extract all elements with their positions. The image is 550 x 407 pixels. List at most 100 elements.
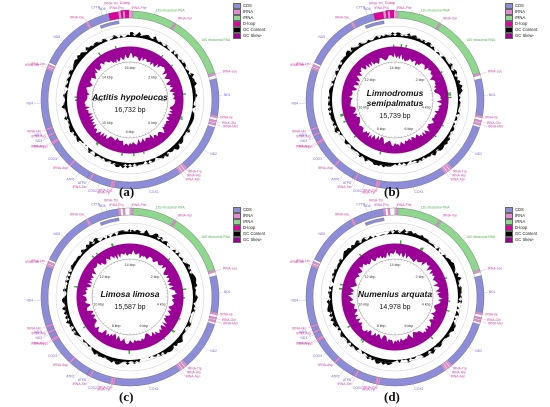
legend-item: GC Skew- [233,33,265,39]
legend-swatch [505,237,513,243]
cds-label: ND4 [26,298,33,302]
trna-label: tRNA-His [27,327,41,331]
trna-feature [375,376,380,385]
gc-skew-plus [420,247,424,251]
legend-item: GC Content [505,231,537,237]
trna-label: tRNA-Ser [25,63,40,67]
kbp-tick-label: 12 kbp [93,98,104,102]
panel-label: (d) [384,389,400,404]
trna-feature [210,114,218,119]
cds-label: ND5 [319,35,326,39]
kbp-tick-label: 14 kbp [390,263,401,267]
trna-label: tRNA-Leu [296,259,311,263]
trna-label: tRNA-Pro [109,6,123,10]
scale-tick [160,275,162,277]
legend: CDS tRNA rRNA D-loop GC Content GC Skew- [505,3,537,39]
scale-tick [375,328,377,330]
gc-skew-plus [340,113,344,116]
scale-tick [154,73,157,76]
trna-feature [387,11,391,19]
scale-tick [148,67,150,69]
cds-label: ATP8 [343,378,351,382]
trna-label: tRNA-Ser [73,382,88,386]
scale-tick [419,321,422,324]
gc-skew-plus [448,96,452,99]
legend-label: tRNA [515,9,526,14]
trna-label: tRNA-Arg [297,135,311,139]
trna-label: tRNA-Glu [335,15,349,19]
scale-tick [419,124,422,127]
legend: CDS tRNA rRNA D-loop GC Content GC Skew- [233,207,265,243]
scale-tick [410,65,412,67]
legend-item: GC Content [233,27,265,33]
kbp-tick-label: 10 kbp [358,302,369,306]
cds-feature [305,69,319,130]
trna-label: tRNA-Leu [488,70,503,74]
trna-label: tRNA-Asn [451,177,466,181]
trna-feature [311,66,319,72]
legend: CDS tRNA rRNA D-loop GC Content GC Skew- [505,207,537,243]
cds-label: COX2 [353,386,362,390]
trna-label: tRNA-Trp [188,169,202,173]
trna-label: tRNA-Ile [220,313,233,317]
trna-label: tRNA-His [292,327,306,331]
legend-label: GC Skew- [515,33,535,38]
cds-label: ATP6 [66,177,74,181]
trna-label: tRNA-Pro [374,6,388,10]
cds-label: ND2 [475,152,482,156]
cds-label: COX3 [48,354,57,358]
cds-feature [90,370,112,384]
trna-label: tRNA-Phe [397,6,412,10]
scale-tick [100,123,102,125]
scale-tick [419,73,422,76]
scale-tick [105,128,107,130]
trna-label: tRNA-Glu [70,15,84,19]
scale-tick [373,327,375,329]
trna-feature [441,166,448,174]
trna-feature [122,11,126,19]
kbp-tick-label: 12 kbp [365,78,376,82]
trna-feature [475,311,483,316]
scale-tick [145,330,147,332]
trna-label: tRNA-Ser [290,63,305,67]
scale-tick [373,68,375,70]
legend-label: CDS [515,207,524,212]
trna-label: tRNA-Cys [98,385,113,389]
cds-feature [49,219,90,263]
trna-feature [117,11,122,19]
scale-tick [97,80,99,82]
trna-label: tRNA-Thr [104,199,119,203]
legend-swatch [505,219,513,225]
trna-label: tRNA-Val [178,17,192,21]
gc-skew-plus [180,116,183,119]
scale-tick [370,267,372,269]
cds-feature [88,208,119,225]
cds-feature [474,78,485,116]
trna-label: tRNA-Arg [32,135,46,139]
gc-skew-plus [419,247,423,251]
scale-tick [108,265,110,267]
trna-label: tRNA-Glu [335,212,349,216]
scale-tick [145,262,147,264]
scale-tick [413,131,415,133]
trna-label: tRNA-Thr [369,199,384,203]
trna-feature [47,131,56,137]
legend-item: GC Skew- [505,237,537,243]
trna-feature [445,162,452,170]
legend-item: CDS [505,3,537,9]
trna-label: tRNA-Cys [363,188,378,192]
trna-label: tRNA-Thr [369,2,384,6]
cds-feature [305,266,319,327]
trna-label: tRNA-Thr [104,2,119,6]
scale-tick [105,70,107,72]
cds-feature [447,125,480,169]
cds-feature [355,370,377,384]
trna-label: tRNA-Gln [222,318,236,322]
scale-tick [365,123,367,125]
cds-label: ND6 [364,204,371,208]
legend-swatch [233,231,241,237]
cds-label: ND2 [475,349,482,353]
scale-tick [100,320,102,322]
scale-tick [161,118,163,120]
trna-label: tRNA-Asp [318,166,333,170]
